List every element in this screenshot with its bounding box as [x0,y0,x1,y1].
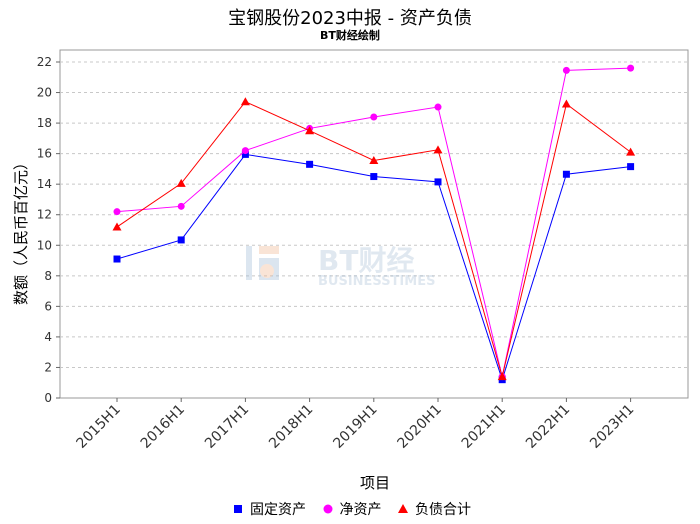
legend-triangle-icon [397,504,408,513]
data-point [240,97,250,106]
data-point [177,236,185,244]
x-tick-label: 2017H1 [202,402,252,452]
x-tick-label: 2023H1 [587,402,637,452]
x-tick-label: 2022H1 [523,402,573,452]
data-point [562,66,570,74]
data-point [562,170,570,178]
y-tick-label: 20 [37,86,52,100]
y-tick-label: 2 [44,360,52,374]
legend-circle-icon [323,504,332,514]
data-point [497,372,507,381]
legend-label-0: 固定资产 [250,502,307,518]
chart-title: 宝钢股份2023中报 - 资产负债 [228,8,472,29]
data-point [434,178,442,186]
x-axis: 2015H1 2016H1 2017H1 2018H1 2019H1 2020H1 2021… [74,398,637,452]
data-point [176,178,186,187]
y-tick-label: 16 [37,147,52,161]
data-point [113,255,121,263]
legend-item-0: 固定资产 [229,499,306,519]
x-tick-label: 2016H1 [138,402,188,452]
x-tick-label: 2020H1 [395,402,445,452]
data-point [241,150,249,158]
data-point [370,173,378,181]
y-tick-label: 0 [44,391,52,405]
series-2 [112,97,636,381]
y-tick-label: 22 [37,55,52,69]
x-tick-label: 2021H1 [459,402,509,452]
data-point [370,113,378,121]
x-tick-label: 2019H1 [330,402,380,452]
data-point [561,99,571,108]
series-0 [113,150,635,384]
data-point [433,145,443,154]
legend-item-1: 净资产 [319,499,382,519]
data-point [369,156,379,165]
y-tick-label: 10 [37,238,52,252]
y-tick-label: 4 [44,330,52,344]
chart-subtitle: BT财经绘制 [320,29,380,42]
y-tick-label: 14 [37,177,52,191]
y-tick-label: 6 [44,299,52,313]
watermark: BT财经 BUSINESSTIMES [246,244,435,289]
watermark-main-text: BT财经 [318,244,414,277]
x-tick-label: 2015H1 [74,402,124,452]
data-point [306,160,314,168]
legend: 固定资产 净资产 负债合计 [0,499,700,519]
line-chart: BT财经 BUSINESSTIMES 0 2 4 6 8 10 12 14 16 18 20 22 2… [12,49,689,492]
x-axis-label: 项目 [360,474,390,492]
y-tick-label: 18 [37,116,52,130]
legend-item-2: 负债合计 [394,499,471,519]
legend-label-2: 负债合计 [414,502,471,518]
series-layer [112,64,636,384]
y-tick-label: 8 [44,269,52,283]
data-point [434,103,442,111]
x-tick-label: 2018H1 [266,402,316,452]
data-point [241,147,249,155]
legend-label-1: 净资产 [339,502,382,518]
data-point [113,208,121,216]
data-point [627,163,635,171]
data-point [177,202,185,210]
data-point [626,147,636,156]
data-point [112,222,122,231]
watermark-sub-text: BUSINESSTIMES [318,274,435,289]
grid-lines [60,61,688,368]
legend-square-icon [234,505,243,513]
y-axis-label: 数额（人民币百亿元） [12,155,30,305]
data-point [305,126,315,135]
y-axis: 0 2 4 6 8 10 12 14 16 18 20 22 [37,55,60,405]
y-tick-label: 12 [37,208,52,222]
data-point [627,64,635,72]
plot-area [59,49,689,399]
